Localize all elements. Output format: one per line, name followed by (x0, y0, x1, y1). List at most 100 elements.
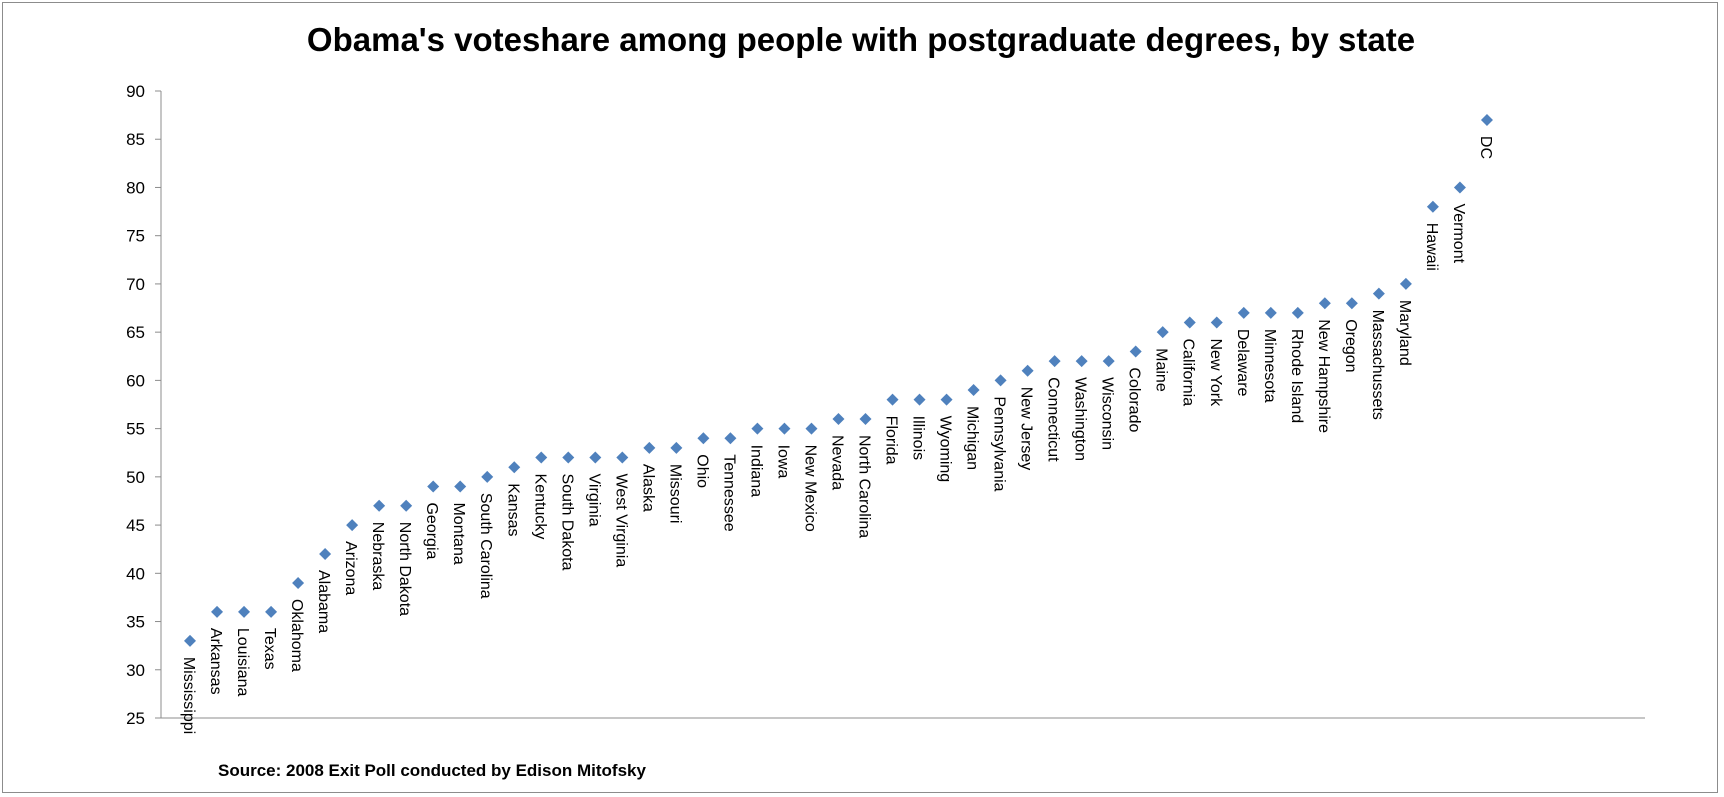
data-point (1345, 297, 1358, 310)
data-point (1318, 297, 1331, 310)
data-point (805, 422, 818, 435)
point-label: North Dakota (396, 522, 413, 616)
point-label: Georgia (423, 502, 440, 559)
point-label: Iowa (774, 445, 791, 479)
data-point (670, 441, 683, 454)
data-point (319, 548, 332, 561)
data-point (562, 451, 575, 464)
data-point (1453, 181, 1466, 194)
data-point (1210, 316, 1223, 329)
y-tick-label: 35 (126, 613, 145, 632)
point-label: Missouri (666, 464, 683, 524)
point-label: New York (1207, 339, 1224, 408)
point-label: Kentucky (531, 474, 548, 540)
point-label: Oregon (1342, 319, 1359, 372)
data-point (508, 461, 521, 474)
point-label: Hawaii (1423, 223, 1440, 271)
point-label: Massachussets (1369, 310, 1386, 420)
chart-plot: 25 30 35 40 45 50 55 60 65 70 75 80 85 90 Mississippi A… (126, 82, 1645, 734)
y-tick-label: 65 (126, 323, 145, 342)
point-label: Nevada (828, 435, 845, 490)
point-label: Oklahoma (288, 599, 305, 672)
data-point (454, 480, 467, 493)
y-tick-label: 40 (126, 564, 145, 583)
data-point (346, 519, 359, 532)
point-label: Illinois (910, 416, 927, 460)
data-point (265, 605, 278, 618)
y-tick-label: 70 (126, 275, 145, 294)
data-point (481, 470, 494, 483)
data-point (589, 451, 602, 464)
point-label: Nebraska (369, 522, 386, 591)
data-point (1102, 355, 1115, 368)
source-note: Source: 2008 Exit Poll conducted by Edis… (218, 761, 646, 780)
point-label: Pennsylvania (991, 396, 1008, 491)
point-label: South Carolina (477, 493, 494, 599)
point-label: Delaware (1234, 329, 1251, 397)
point-label: New Mexico (801, 445, 818, 532)
data-point (1156, 326, 1169, 339)
data-point (238, 605, 251, 618)
point-label: New Jersey (1018, 387, 1035, 471)
point-label: Wyoming (937, 416, 954, 483)
point-label: Arkansas (207, 628, 224, 695)
point-label: North Carolina (856, 435, 873, 538)
point-label: Arizona (342, 541, 359, 595)
y-tick-label: 80 (126, 178, 145, 197)
data-point (697, 432, 710, 445)
data-point (211, 605, 224, 618)
y-tick-label: 55 (126, 420, 145, 439)
y-tick-label: 25 (126, 709, 145, 728)
point-label: Montana (450, 502, 467, 564)
data-point (535, 451, 548, 464)
point-label: Connecticut (1045, 377, 1062, 462)
point-label: Mississippi (180, 657, 197, 734)
point-label: Florida (883, 416, 900, 465)
point-label: Washington (1072, 377, 1089, 461)
point-label: Tennessee (720, 454, 737, 531)
data-point (1480, 113, 1493, 126)
data-point (292, 576, 305, 589)
data-point (967, 384, 980, 397)
y-tick-label: 45 (126, 516, 145, 535)
y-tick-label: 60 (126, 371, 145, 390)
data-point (400, 499, 413, 512)
point-label: Alaska (639, 464, 656, 512)
point-label: Louisiana (234, 628, 251, 697)
point-label: Vermont (1450, 203, 1467, 263)
data-point (1021, 364, 1034, 377)
data-point (643, 441, 656, 454)
point-label: Alabama (315, 570, 332, 633)
data-point (1183, 316, 1196, 329)
data-point (1399, 277, 1412, 290)
data-point (373, 499, 386, 512)
data-point (1264, 306, 1277, 319)
y-tick-label: 30 (126, 661, 145, 680)
y-tick-label: 90 (126, 82, 145, 101)
data-point (1372, 287, 1385, 300)
data-point (1048, 355, 1061, 368)
data-point (427, 480, 440, 493)
data-point (1237, 306, 1250, 319)
y-tick-label: 50 (126, 468, 145, 487)
point-label: Minnesota (1261, 329, 1278, 403)
chart-title: Obama's voteshare among people with post… (306, 21, 1416, 58)
point-label: Ohio (693, 454, 710, 488)
data-point (778, 422, 791, 435)
data-point (751, 422, 764, 435)
point-label: Maryland (1396, 300, 1413, 366)
data-point (859, 412, 872, 425)
data-point (724, 432, 737, 445)
point-label: Rhode Island (1288, 329, 1305, 423)
point-label: South Dakota (558, 474, 575, 571)
data-point (832, 412, 845, 425)
point-label: Wisconsin (1099, 377, 1116, 450)
point-label: California (1180, 339, 1197, 407)
data-point (616, 451, 629, 464)
point-label: Indiana (747, 445, 764, 498)
data-point (994, 374, 1007, 387)
point-label: Maine (1153, 348, 1170, 392)
data-point (1075, 355, 1088, 368)
point-label: Texas (261, 628, 278, 670)
